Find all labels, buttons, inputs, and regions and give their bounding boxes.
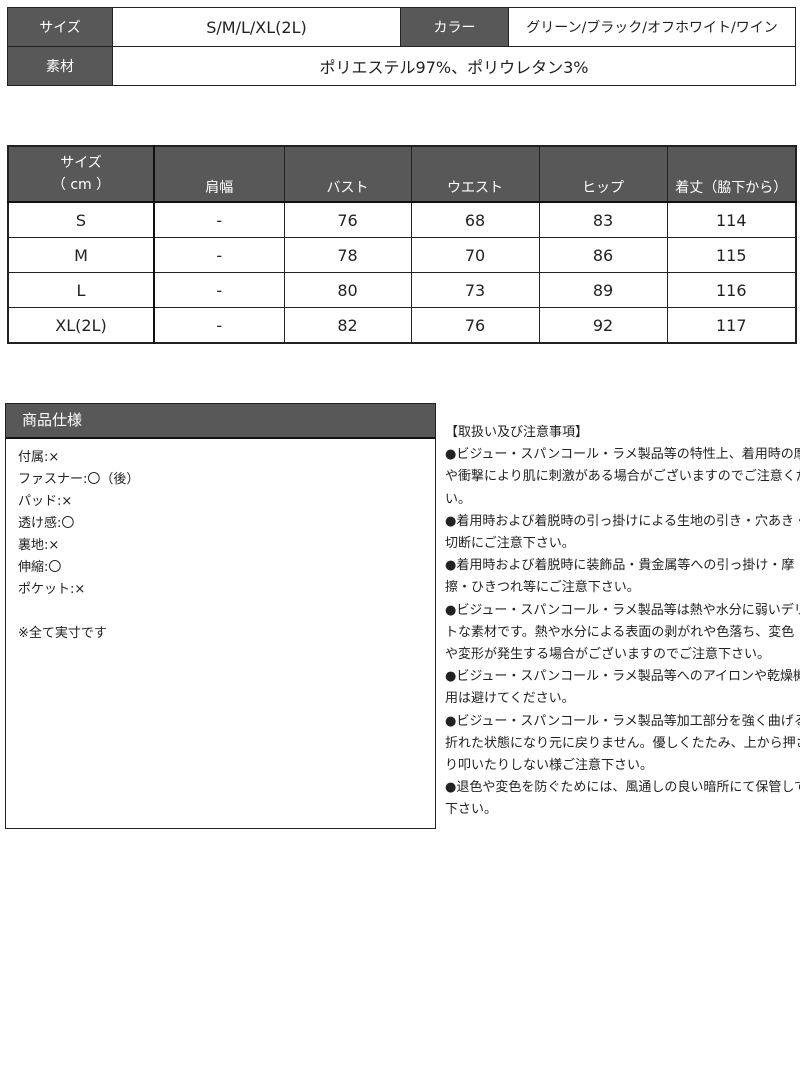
cell-waist: 76 — [410, 307, 540, 344]
spec-item: パッド:× — [18, 494, 73, 509]
material-value: ポリエステル97%、ポリウレタン3% — [112, 46, 796, 86]
care-note-line: や変形が発生する場合がございますのでご注意下さい。 — [445, 647, 771, 663]
product-spec-box: 商品仕様 付属:× ファスナー:〇（後） パッド:× 透け感:〇 裏地:× 伸縮… — [5, 403, 436, 829]
table-row: XL(2L) - 82 76 92 117 — [7, 307, 797, 344]
care-notes: 【取扱い及び注意事項】 ●ビジュー・スパンコール・ラメ製品等の特性上、着用時の摩… — [445, 422, 800, 822]
care-note-line: ●ビジュー・スパンコール・ラメ製品等へのアイロンや乾燥機の使 — [445, 669, 800, 685]
care-note-line: ●退色や変色を防ぐためには、風通しの良い暗所にて保管して — [445, 780, 800, 796]
table-row: L - 80 73 89 116 — [7, 272, 797, 308]
cell-length: 117 — [666, 307, 797, 344]
spec-note: ※全て実寸です — [18, 626, 107, 641]
cell-shoulder: - — [153, 201, 285, 238]
care-note-line: ●ビジュー・スパンコール・ラメ製品等は熱や水分に弱いデリケー — [445, 602, 800, 618]
size-table: サイズ （ cm ） 肩幅 バスト ウエスト ヒップ 着丈（脇下から） S - … — [7, 145, 797, 344]
care-note-line: トな素材です。熱や水分による表面の剥がれや色落ち、変色 — [445, 624, 795, 640]
cell-bust: 80 — [283, 272, 412, 308]
row-size: XL(2L) — [7, 307, 155, 344]
spec-item: 透け感:〇 — [18, 516, 75, 531]
row-size: L — [7, 272, 155, 308]
table-row: S - 76 68 83 114 — [7, 201, 797, 238]
size-label: サイズ — [7, 7, 113, 47]
cell-hip: 83 — [538, 201, 668, 238]
header-size-line1: サイズ — [60, 155, 102, 171]
header-shoulder: 肩幅 — [153, 145, 285, 203]
size-value: S/M/L/XL(2L) — [112, 7, 401, 47]
care-notes-lines: ●ビジュー・スパンコール・ラメ製品等の特性上、着用時の摩擦 や衝撃により肌に刺激が… — [445, 444, 800, 821]
summary-row: 素材 ポリエステル97%、ポリウレタン3% — [7, 46, 796, 86]
spec-item: 裏地:× — [18, 538, 60, 553]
cell-bust: 82 — [283, 307, 412, 344]
spec-item: 付属:× — [18, 450, 60, 465]
cell-length: 115 — [666, 237, 797, 273]
header-hip: ヒップ — [538, 145, 668, 203]
care-note-line: 切断にご注意下さい。 — [445, 536, 575, 552]
header-length: 着丈（脇下から） — [666, 145, 797, 203]
summary-row: サイズ S/M/L/XL(2L) カラー グリーン/ブラック/オフホワイト/ワイ… — [7, 7, 796, 47]
header-waist: ウエスト — [410, 145, 540, 203]
care-note-line: ●着用時および着脱時に装飾品・貴金属等への引っ掛け・摩 — [445, 558, 795, 574]
care-note-line: い。 — [445, 491, 472, 507]
cell-length: 116 — [666, 272, 797, 308]
cell-hip: 92 — [538, 307, 668, 344]
row-size: S — [7, 201, 155, 238]
cell-length: 114 — [666, 201, 797, 238]
care-note-line: や衝撃により肌に刺激がある場合がございますのでご注意くださ — [445, 469, 800, 485]
spec-body: 付属:× ファスナー:〇（後） パッド:× 透け感:〇 裏地:× 伸縮:〇 ポケ… — [6, 439, 435, 645]
care-note-line: 折れた状態になり元に戻りません。優しくたたみ、上から押さえた — [445, 735, 800, 751]
cell-waist: 68 — [410, 201, 540, 238]
spec-title: 商品仕様 — [6, 404, 435, 439]
cell-waist: 70 — [410, 237, 540, 273]
cell-shoulder: - — [153, 272, 285, 308]
care-note-line: 用は避けてください。 — [445, 691, 575, 707]
header-size: サイズ （ cm ） — [7, 145, 155, 203]
material-label: 素材 — [7, 46, 113, 86]
table-row: M - 78 70 86 115 — [7, 237, 797, 273]
header-bust: バスト — [283, 145, 412, 203]
care-note-line: ●ビジュー・スパンコール・ラメ製品等の特性上、着用時の摩擦 — [445, 447, 800, 463]
header-size-line2: （ cm ） — [51, 177, 111, 193]
care-note-line: 下さい。 — [445, 802, 498, 818]
spec-item: ファスナー:〇（後） — [18, 472, 140, 487]
care-note-line: り叩いたりしない様ご注意下さい。 — [445, 758, 654, 774]
care-note-line: ●ビジュー・スパンコール・ラメ製品等加工部分を強く曲げると — [445, 713, 800, 729]
cell-bust: 76 — [283, 201, 412, 238]
cell-waist: 73 — [410, 272, 540, 308]
care-note-line: ●着用時および着脱時の引っ掛けによる生地の引き・穴あき・ — [445, 513, 800, 529]
color-label: カラー — [400, 7, 509, 47]
cell-shoulder: - — [153, 307, 285, 344]
spec-item: ポケット:× — [18, 582, 86, 597]
size-table-header: サイズ （ cm ） 肩幅 バスト ウエスト ヒップ 着丈（脇下から） — [7, 145, 797, 203]
cell-bust: 78 — [283, 237, 412, 273]
cell-hip: 86 — [538, 237, 668, 273]
care-note-line: 擦・ひきつれ等にご注意下さい。 — [445, 580, 640, 596]
summary-table: サイズ S/M/L/XL(2L) カラー グリーン/ブラック/オフホワイト/ワイ… — [7, 7, 796, 86]
cell-hip: 89 — [538, 272, 668, 308]
spec-item: 伸縮:〇 — [18, 560, 62, 575]
row-size: M — [7, 237, 155, 273]
cell-shoulder: - — [153, 237, 285, 273]
color-value: グリーン/ブラック/オフホワイト/ワイン — [508, 7, 796, 47]
care-notes-title: 【取扱い及び注意事項】 — [445, 425, 589, 440]
